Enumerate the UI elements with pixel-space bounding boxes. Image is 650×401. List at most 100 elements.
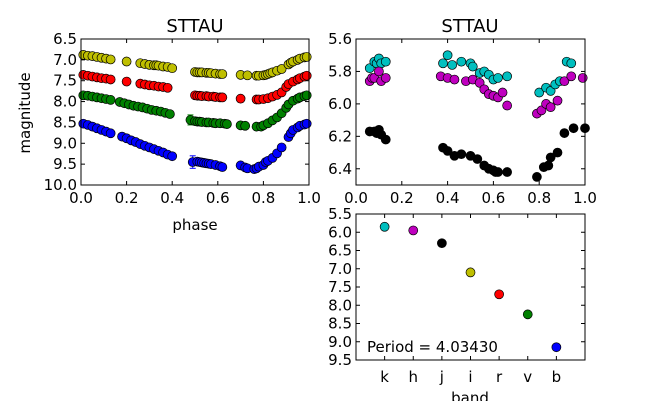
- data-point-h: [497, 87, 508, 98]
- data-point-b: [217, 162, 228, 172]
- data-point-h: [577, 73, 588, 83]
- data-point-h: [559, 76, 570, 87]
- data-point-k: [442, 50, 453, 61]
- band-tick-label-v: v: [523, 368, 532, 386]
- data-point-i: [167, 63, 178, 74]
- y-tick-label: 5.6: [328, 30, 352, 48]
- data-point-k: [502, 71, 512, 82]
- data-point-j: [543, 160, 554, 171]
- band-mean-point-j: [437, 238, 447, 249]
- y-tick-label: 7.5: [53, 72, 77, 90]
- panel3-ticks: k h j i r v b 5.56.06.57.07.58.08.59.09.5: [328, 205, 585, 386]
- data-point-v: [165, 109, 175, 119]
- band-tick-label-b: b: [552, 368, 562, 386]
- y-tick-label: 7.0: [328, 260, 352, 278]
- data-point-j: [456, 149, 467, 160]
- panel3-data-points: [379, 221, 562, 353]
- panel3-frame: [355, 213, 586, 361]
- data-point-h: [566, 71, 577, 82]
- band-mean-point-i: [465, 267, 476, 278]
- band-mean-point-r: [494, 289, 504, 300]
- x-tick-label: 0.2: [115, 189, 139, 207]
- y-tick-label: 6.4: [328, 160, 352, 178]
- band-tick-label-i: i: [468, 368, 472, 386]
- y-tick-label: 6.0: [328, 223, 352, 241]
- band-mean-point-h: [408, 225, 419, 236]
- y-tick-label: 10.0: [44, 176, 77, 194]
- data-point-k: [534, 87, 545, 98]
- data-point-k: [438, 58, 448, 69]
- data-point-i: [276, 64, 287, 74]
- data-point-k: [467, 61, 478, 72]
- data-point-v: [301, 90, 312, 101]
- x-tick-label: 0.8: [527, 189, 551, 207]
- data-point-j: [532, 172, 542, 182]
- data-point-r: [217, 92, 228, 103]
- data-point-r: [235, 93, 246, 104]
- panel2-ticks: 0.0 0.2 0.4 0.6 0.8 1.0 5.6 5.8 6.0 6.2 6.4: [328, 30, 597, 207]
- x-tick-label: 0.2: [390, 189, 414, 207]
- data-point-r: [301, 70, 312, 81]
- panel2-frame: [355, 38, 586, 186]
- panel2-title: STTAU: [441, 16, 498, 37]
- y-tick-label: 9.0: [328, 333, 352, 351]
- y-tick-label: 6.5: [328, 242, 352, 260]
- x-tick-label: 0.8: [251, 189, 275, 207]
- y-tick-label: 5.8: [328, 62, 352, 80]
- band-mean-point-k: [379, 221, 390, 232]
- band-tick-label-h: h: [408, 368, 418, 386]
- panel1-frame: [80, 38, 310, 186]
- data-point-j: [559, 128, 570, 138]
- data-point-h: [374, 66, 384, 77]
- panel1-ylabel: magnitude: [16, 72, 34, 153]
- data-point-v: [222, 119, 232, 129]
- data-point-r: [105, 74, 116, 85]
- data-point-j: [380, 134, 391, 145]
- period-annotation: Period = 4.03430: [367, 338, 498, 356]
- data-point-i: [242, 70, 253, 81]
- data-point-k: [447, 60, 458, 70]
- data-point-h: [380, 73, 391, 83]
- data-point-j: [442, 146, 453, 156]
- light-curve-infrared-panel: STTAU 0.0 0.2 0.4 0.6 0.8 1.0 5.6 5.8 6.0 6.2 6.4: [328, 16, 597, 207]
- data-point-i: [105, 54, 116, 65]
- data-point-h: [545, 102, 556, 112]
- data-point-h: [502, 100, 512, 111]
- band-magnitude-panel: band Period = 4.03430 k h j i r v b5.56.06.57.…: [328, 205, 586, 401]
- panel1-data-points: [78, 50, 312, 174]
- panel3-xlabel: band: [451, 389, 489, 401]
- x-tick-label: 0.4: [160, 189, 184, 207]
- x-tick-label: 1.0: [297, 189, 321, 207]
- y-tick-label: 8.0: [328, 296, 352, 314]
- y-tick-label: 6.0: [328, 95, 352, 113]
- data-point-b: [105, 128, 116, 139]
- data-point-v: [105, 95, 116, 105]
- y-tick-label: 8.0: [53, 93, 77, 111]
- band-tick-label-k: k: [380, 368, 389, 386]
- band-mean-point-b: [551, 342, 562, 353]
- panel1-ticks: 0.0 0.2 0.4 0.6 0.8 1.0 6.5 7.0 7.5 8.0 8.5 9.0 9.5 1…: [44, 30, 321, 207]
- panel1-xlabel: phase: [172, 216, 217, 234]
- data-point-b: [301, 118, 312, 129]
- data-point-j: [552, 147, 563, 158]
- y-tick-label: 9.0: [53, 134, 77, 152]
- data-point-j: [472, 154, 483, 164]
- data-point-i: [217, 69, 228, 79]
- panel1-title: STTAU: [166, 16, 223, 37]
- y-tick-label: 6.5: [53, 30, 77, 48]
- x-tick-label: 0.6: [481, 189, 505, 207]
- x-tick-label: 0.0: [344, 189, 368, 207]
- x-tick-label: 0.4: [436, 189, 460, 207]
- data-point-v: [240, 120, 251, 131]
- data-point-h: [552, 95, 563, 106]
- data-point-k: [566, 58, 577, 69]
- y-tick-label: 9.5: [328, 351, 352, 369]
- band-mean-point-v: [522, 309, 533, 320]
- data-point-j: [493, 167, 503, 177]
- data-point-j: [545, 152, 556, 163]
- data-point-i: [301, 52, 312, 62]
- data-point-h: [449, 74, 460, 85]
- y-tick-label: 6.2: [328, 127, 352, 145]
